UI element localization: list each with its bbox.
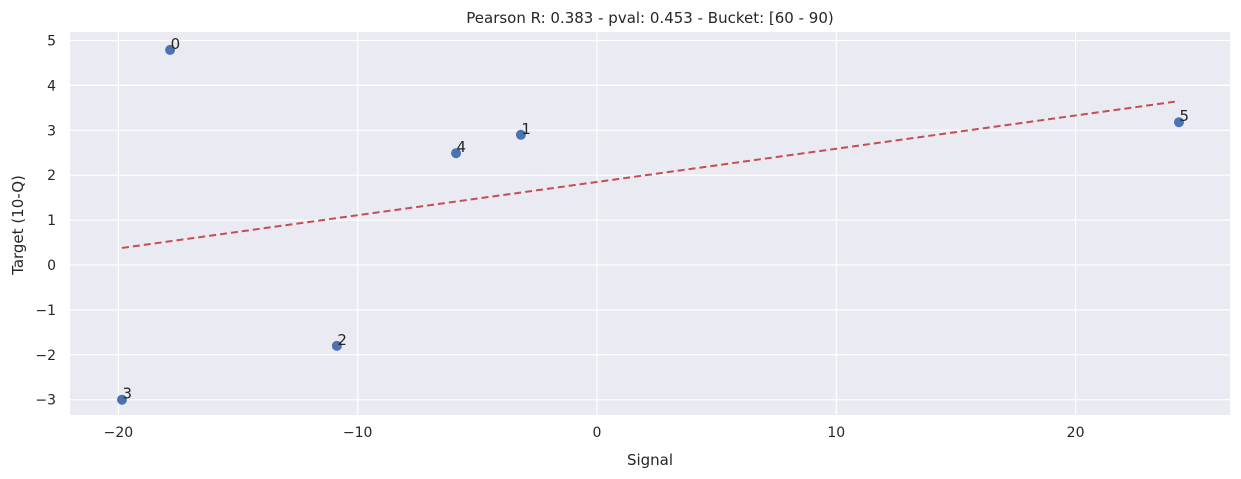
data-point bbox=[331, 340, 342, 351]
y-tick-label: −2 bbox=[35, 348, 56, 364]
x-tick-label: −10 bbox=[343, 425, 373, 441]
point-label: 5 bbox=[1179, 107, 1189, 125]
regression-line bbox=[121, 100, 1180, 249]
point-label: 4 bbox=[457, 138, 467, 156]
y-axis-label: Target (10-Q) bbox=[9, 175, 27, 276]
y-axis-ticks: −3 −2 −1 0 1 2 3 4 5 bbox=[35, 34, 56, 409]
point-label: 0 bbox=[171, 35, 181, 53]
plot-area bbox=[70, 32, 1230, 415]
y-tick-label: 3 bbox=[47, 123, 56, 139]
y-tick-label: 5 bbox=[47, 34, 56, 50]
data-point bbox=[116, 394, 127, 405]
data-point bbox=[451, 148, 462, 159]
chart-title: Pearson R: 0.383 - pval: 0.453 - Bucket:… bbox=[466, 9, 833, 27]
y-tick-label: 2 bbox=[47, 168, 56, 184]
y-tick-label: 4 bbox=[47, 78, 56, 94]
x-tick-label: 20 bbox=[1067, 425, 1085, 441]
x-tick-label: 0 bbox=[593, 425, 602, 441]
data-point bbox=[515, 129, 526, 140]
y-tick-label: 1 bbox=[47, 213, 56, 229]
x-tick-label: 10 bbox=[827, 425, 845, 441]
y-tick-label: −3 bbox=[35, 393, 56, 409]
data-point bbox=[165, 44, 176, 55]
x-tick-label: −20 bbox=[104, 425, 134, 441]
data-point bbox=[1173, 117, 1184, 128]
data-points: 0 1 2 3 4 5 bbox=[116, 35, 1189, 405]
point-label: 3 bbox=[122, 385, 132, 403]
y-tick-label: −1 bbox=[35, 303, 56, 319]
grid-lines bbox=[70, 32, 1230, 415]
point-label: 1 bbox=[521, 120, 531, 138]
point-label: 2 bbox=[337, 331, 347, 349]
x-axis-label: Signal bbox=[627, 451, 673, 469]
x-axis-ticks: −20 −10 0 10 20 bbox=[104, 425, 1085, 441]
y-tick-label: 0 bbox=[47, 258, 56, 274]
